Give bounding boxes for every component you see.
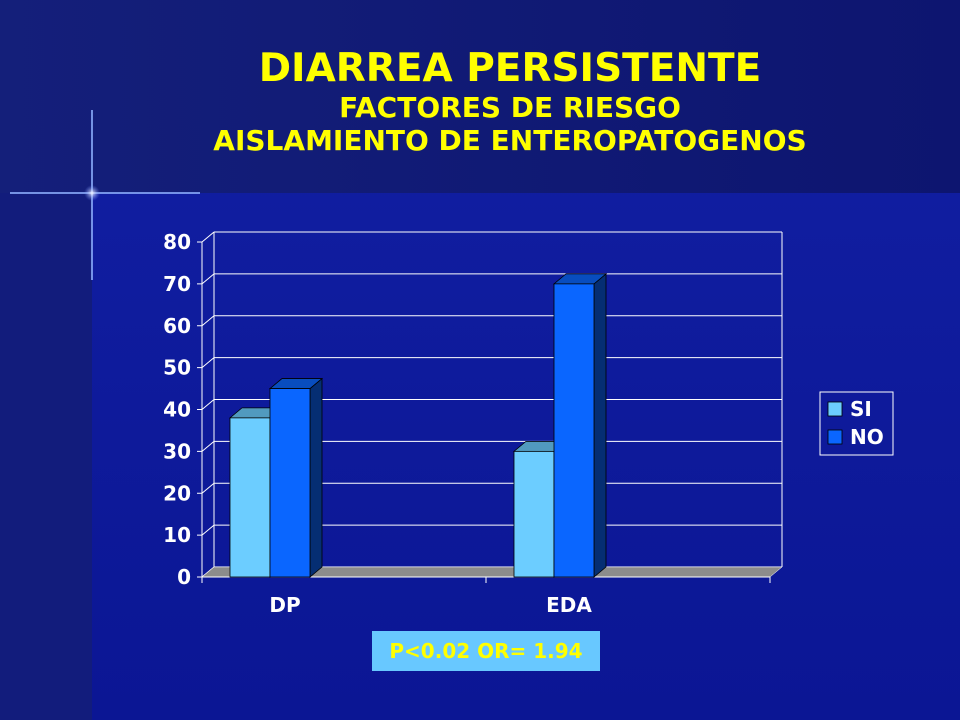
gridline-side bbox=[201, 273, 215, 285]
chart-legend: SI NO bbox=[819, 391, 894, 456]
bar-no-dp bbox=[268, 377, 324, 578]
gridline-side bbox=[201, 231, 215, 243]
title-block: DIARREA PERSISTENTE FACTORES DE RIESGO A… bbox=[0, 46, 960, 158]
gridline-side bbox=[201, 440, 215, 452]
legend-frame bbox=[819, 391, 894, 456]
slide-subtitle-2: AISLAMIENTO DE ENTEROPATOGENOS bbox=[213, 124, 807, 157]
gridline-side bbox=[201, 315, 215, 327]
legend-label-no: NO bbox=[850, 425, 884, 449]
y-tick-label: 80 bbox=[163, 230, 191, 254]
gridline-side bbox=[201, 524, 215, 536]
y-tick-label: 70 bbox=[163, 272, 191, 296]
legend-swatch-si bbox=[827, 401, 843, 417]
y-tick-label: 60 bbox=[163, 314, 191, 338]
legend-label-si: SI bbox=[850, 397, 872, 421]
slide-title: DIARREA PERSISTENTE bbox=[258, 46, 762, 91]
x-tick-label: DP bbox=[269, 593, 300, 617]
y-tick-label: 30 bbox=[163, 439, 191, 463]
bar-side bbox=[309, 377, 323, 578]
sparkle-decoration bbox=[10, 110, 200, 280]
bar-front bbox=[269, 388, 311, 578]
x-tick-label: EDA bbox=[546, 593, 592, 617]
bar-front bbox=[553, 283, 595, 578]
bar-front bbox=[513, 450, 555, 578]
y-tick-label: 0 bbox=[177, 565, 191, 589]
y-tick-label: 10 bbox=[163, 523, 191, 547]
bar-front bbox=[229, 417, 271, 578]
legend-swatch-no bbox=[827, 429, 843, 445]
stat-annotation: P<0.02 OR= 1.94 bbox=[372, 631, 600, 671]
bar-side bbox=[593, 273, 607, 578]
gridline-side bbox=[201, 482, 215, 494]
gridline-side bbox=[201, 357, 215, 369]
y-tick-label: 20 bbox=[163, 481, 191, 505]
y-tick-label: 40 bbox=[163, 398, 191, 422]
gridline-side bbox=[201, 399, 215, 410]
y-tick-label: 50 bbox=[163, 356, 191, 380]
bar-no-eda bbox=[552, 273, 608, 578]
slide-subtitle-1: FACTORES DE RIESGO bbox=[339, 91, 681, 124]
